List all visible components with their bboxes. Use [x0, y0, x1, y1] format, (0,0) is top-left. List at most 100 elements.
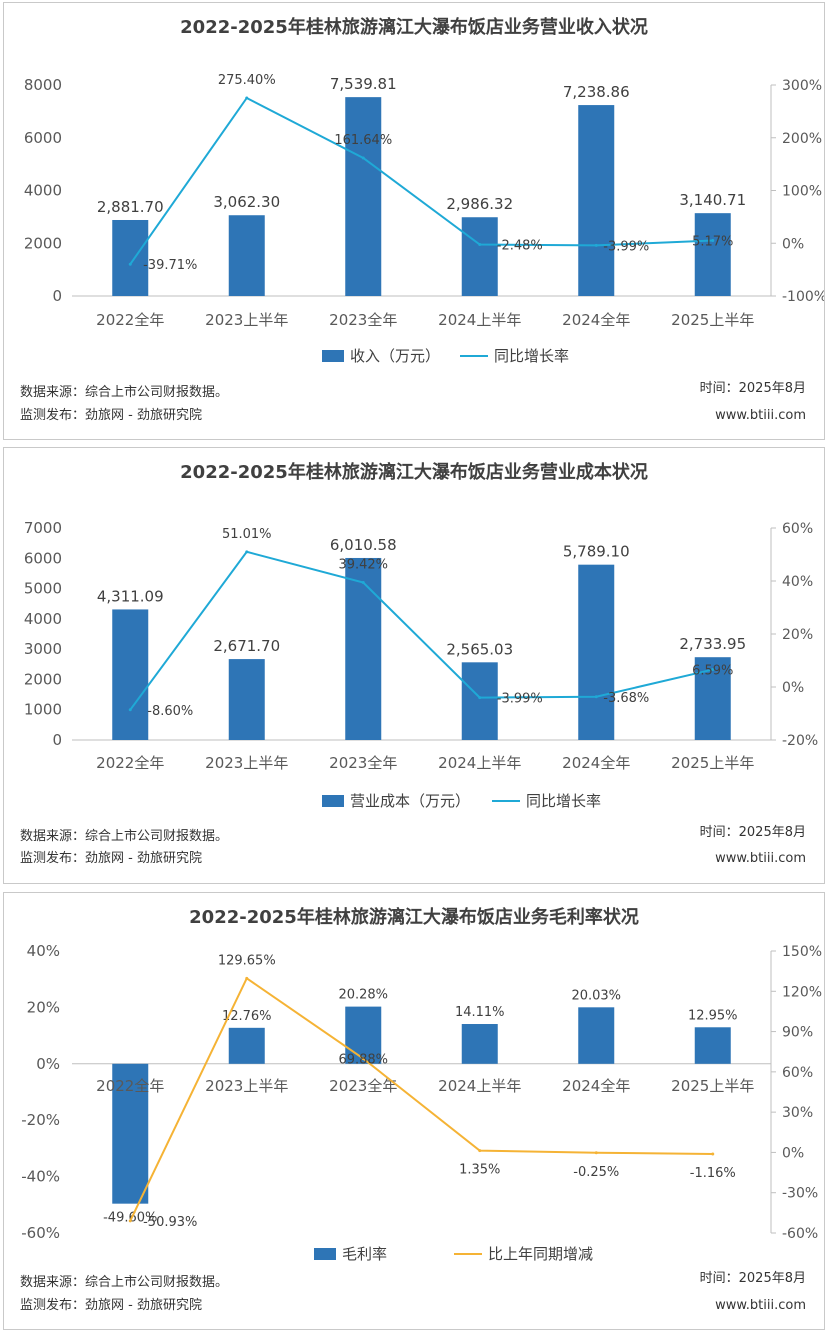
left-axis-tick: -40% [21, 1168, 60, 1186]
line-point [361, 156, 365, 160]
x-axis-tick: 2022全年 [96, 311, 164, 329]
bar-data-label: 2,671.70 [213, 637, 280, 655]
legend-line-label: 比上年同期增减 [488, 1245, 593, 1263]
line-point [478, 243, 482, 247]
bar-data-label: 6,010.58 [330, 536, 397, 554]
right-axis-tick: 120% [782, 984, 822, 1000]
left-axis-tick: 2000 [24, 234, 62, 252]
bar [694, 1027, 731, 1064]
line-data-label: 1.35% [459, 1163, 500, 1178]
x-axis-tick: 2024上半年 [438, 1077, 521, 1095]
bar [112, 219, 149, 296]
x-axis-tick: 2023全年 [329, 1077, 397, 1095]
line-point [711, 668, 715, 672]
line-point [711, 239, 715, 243]
line-point [128, 708, 132, 712]
line-data-label: 69.88% [338, 1053, 388, 1068]
bar-data-label: 2,881.70 [97, 198, 164, 216]
bar-data-label: 5,789.10 [563, 543, 630, 561]
line-data-label: 161.64% [334, 133, 392, 148]
right-axis-tick: 100% [782, 184, 822, 200]
right-axis-tick: -20% [782, 733, 818, 749]
line-data-label: -2.48% [497, 239, 543, 254]
left-axis-tick: 40% [27, 942, 60, 960]
right-axis-tick: -60% [782, 1226, 818, 1242]
bar [578, 564, 615, 740]
right-axis-tick: -30% [782, 1186, 818, 1202]
bar-data-label: 20.03% [571, 988, 621, 1003]
cost-chart: 2022-2025年桂林旅游漓江大瀑布饭店业务营业成本状况 0 1000 2000 30… [20, 461, 818, 866]
line-point [711, 1152, 715, 1156]
line-series [129, 550, 713, 711]
bar-data-label: 12.95% [688, 1008, 738, 1023]
left-axis-tick: 3000 [24, 640, 62, 658]
bar-data-label: 12.76% [222, 1009, 272, 1024]
right-axis-tick: 0% [782, 680, 804, 696]
left-axis-tick: 8000 [24, 76, 62, 94]
right-axis-tick: 0% [782, 1145, 804, 1161]
footer-source: 数据来源：综合上市公司财报数据。 [20, 828, 228, 844]
line-point [128, 262, 132, 266]
legend-line-label: 同比增长率 [494, 347, 569, 365]
x-axis-tick: 2023上半年 [205, 1077, 288, 1095]
line-point [245, 550, 249, 554]
line-point [361, 1057, 365, 1061]
right-axis-tick: 300% [782, 78, 822, 94]
left-axis-tick: 6000 [24, 549, 62, 567]
legend-bar-swatch [322, 795, 344, 807]
legend-bar-swatch [314, 1248, 336, 1260]
line-data-label: -39.71% [143, 258, 197, 273]
line-data-label: -8.60% [147, 704, 193, 719]
line-data-label: 5.17% [692, 235, 733, 250]
line-series [129, 976, 713, 1222]
bar-data-label: 2,565.03 [446, 640, 513, 658]
chart-title: 2022-2025年桂林旅游漓江大瀑布饭店业务毛利率状况 [189, 906, 639, 928]
bar [345, 1006, 382, 1064]
x-axis-tick: 2023全年 [329, 754, 397, 772]
bar-data-label: 20.28% [338, 988, 388, 1003]
x-axis-tick: 2025上半年 [671, 1077, 754, 1095]
left-axis-tick: 0% [36, 1055, 60, 1073]
right-axis-tick: -100% [782, 289, 824, 305]
margin-chart: 2022-2025年桂林旅游漓江大瀑布饭店业务毛利率状况 -60% -40% -20%… [20, 906, 822, 1313]
line-data-label: -3.99% [603, 239, 649, 254]
line-point [594, 243, 598, 247]
left-axis-tick: 0 [52, 731, 62, 749]
left-axis-tick: -20% [21, 1111, 60, 1129]
left-axis-tick: 4000 [24, 182, 62, 200]
footer-site: www.btiii.com [715, 408, 806, 423]
bar [112, 609, 149, 740]
line-data-label: 275.40% [218, 73, 276, 88]
line-point [245, 976, 249, 980]
left-axis-tick: 2000 [24, 670, 62, 688]
footer-source: 数据来源：综合上市公司财报数据。 [20, 1274, 228, 1290]
bar [345, 557, 382, 740]
legend-bar-label: 毛利率 [342, 1245, 387, 1263]
right-axis-tick: 200% [782, 131, 822, 147]
x-axis-tick: 2024全年 [562, 1077, 630, 1095]
bar [228, 215, 265, 296]
line-data-label: 129.65% [218, 953, 276, 968]
left-axis-tick: 5000 [24, 580, 62, 598]
bar [112, 1063, 149, 1204]
x-axis-tick: 2025上半年 [671, 311, 754, 329]
bar-data-label: -49.60% [103, 1211, 157, 1226]
right-axis-tick: 30% [782, 1105, 813, 1121]
bar [694, 213, 731, 296]
x-axis-tick: 2023上半年 [205, 311, 288, 329]
bar-data-label: 3,140.71 [679, 191, 746, 209]
left-axis-tick: 7000 [24, 519, 62, 537]
line-data-label: -1.16% [690, 1166, 736, 1181]
bar [461, 217, 498, 296]
line-point [128, 1219, 132, 1223]
bar-data-label: 7,539.81 [330, 75, 397, 93]
line-data-label: -50.93% [143, 1215, 197, 1230]
left-axis-tick: 6000 [24, 129, 62, 147]
x-axis-tick: 2024上半年 [438, 754, 521, 772]
x-axis-tick: 2023上半年 [205, 754, 288, 772]
right-axis-tick: 60% [782, 1065, 813, 1081]
line-data-label: -3.99% [497, 692, 543, 707]
x-axis-tick: 2024全年 [562, 754, 630, 772]
x-axis-tick: 2023全年 [329, 311, 397, 329]
left-axis-tick: -60% [21, 1224, 60, 1242]
